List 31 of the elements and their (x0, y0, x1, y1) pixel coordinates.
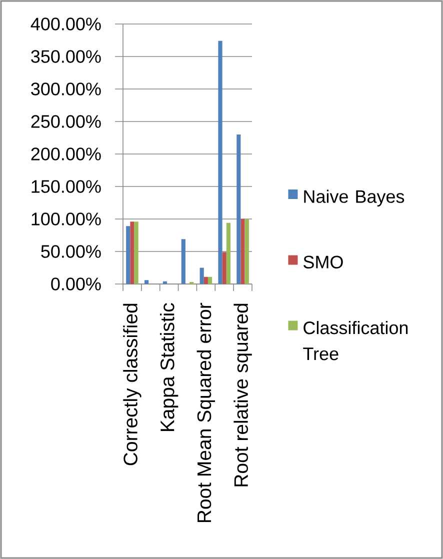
bar (126, 226, 130, 284)
bar (236, 134, 241, 284)
legend-label: Naive Bayes (304, 190, 404, 206)
bar (222, 252, 226, 284)
y-tick-label: 300.00% (31, 82, 101, 96)
x-tick-label: Root relative squared (234, 304, 252, 486)
legend-label: Classification Tree (303, 321, 408, 360)
y-tick-label: 400.00% (30, 18, 101, 30)
bar (144, 280, 149, 284)
bar (134, 222, 138, 284)
bar (204, 276, 208, 284)
y-tick-label: 100.00% (32, 212, 101, 226)
bar (226, 222, 230, 284)
x-tick-label: Root Mean Squared error (196, 302, 216, 522)
bar (240, 219, 245, 284)
y-tick-label: 250.00% (31, 115, 101, 128)
legend-label: SMO (304, 256, 343, 268)
bar (208, 276, 212, 284)
y-tick-label: 50.00% (41, 245, 101, 258)
bar (200, 268, 204, 284)
y-tick-label: 350.00% (31, 50, 101, 63)
bar (244, 219, 249, 284)
y-tick-label: 0.00% (51, 278, 101, 290)
bar (162, 281, 168, 284)
x-tick-label: Kappa Statistic (160, 303, 178, 432)
y-tick-label: 200.00% (31, 148, 101, 160)
bar (181, 239, 186, 284)
bar (130, 222, 134, 284)
bar (218, 40, 222, 284)
y-tick-label: 150.00% (32, 180, 101, 193)
x-tick-label: Correctly classified (123, 304, 142, 466)
